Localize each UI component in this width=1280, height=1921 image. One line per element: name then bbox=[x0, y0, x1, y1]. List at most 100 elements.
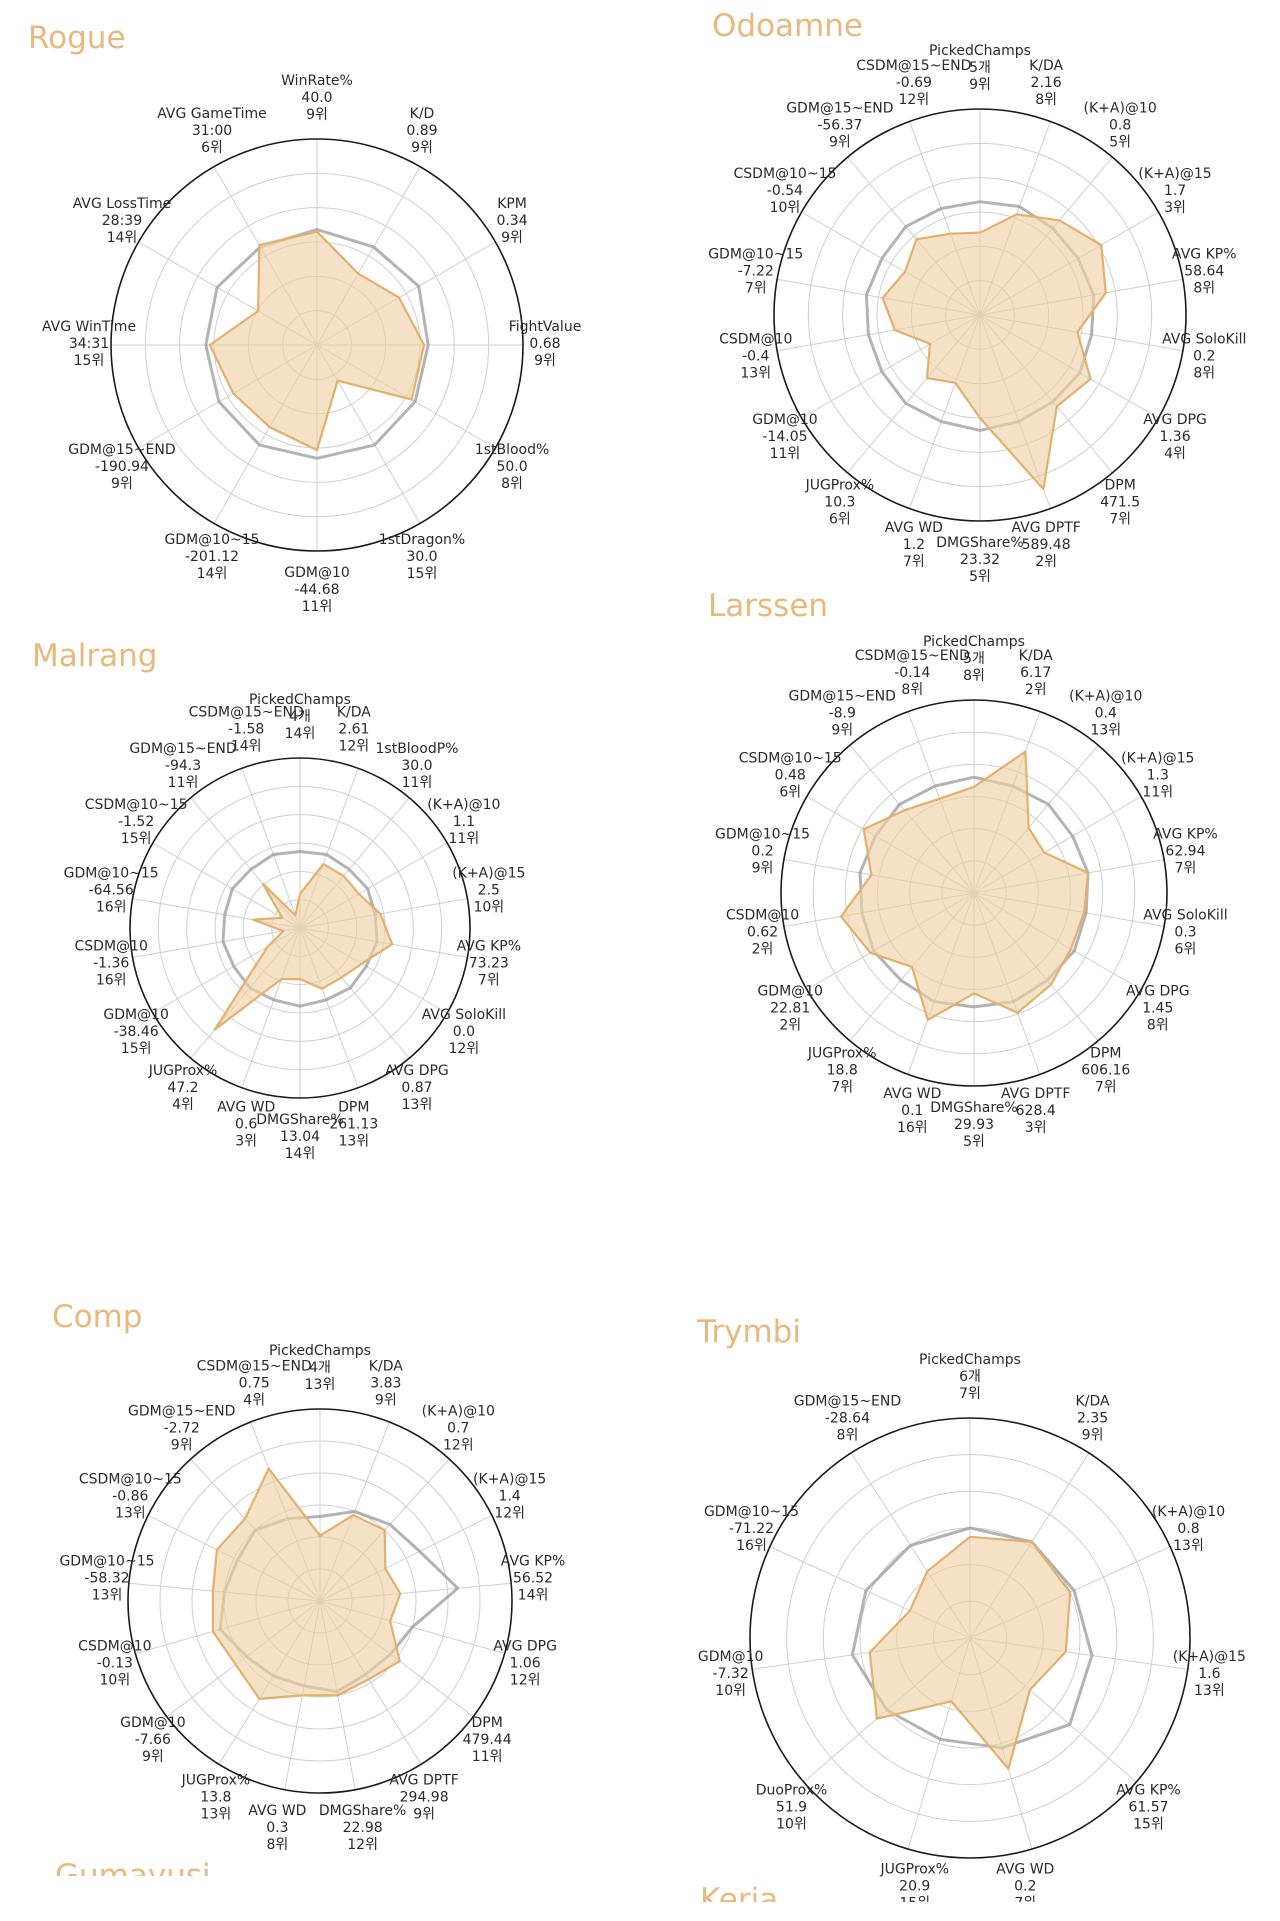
outer-boundary bbox=[773, 108, 1187, 522]
axis-value: 31:00 bbox=[192, 123, 232, 139]
axis-value: 0.62 bbox=[747, 924, 778, 940]
axis-label: AVG WD bbox=[248, 1803, 306, 1819]
axis-label: CSDM@15~END bbox=[855, 648, 970, 664]
player-series bbox=[211, 1467, 402, 1701]
axis-value: 40.0 bbox=[301, 90, 332, 106]
axis-label: AVG DPTF bbox=[1011, 520, 1080, 536]
axis-rank: 12위 bbox=[494, 1506, 525, 1522]
axis-rank: 7위 bbox=[1095, 1079, 1117, 1095]
axis-value: 0.6 bbox=[235, 1116, 257, 1132]
axis-rank: 8위 bbox=[837, 1427, 859, 1443]
axis-label: (K+A)@10 0.8 13위 bbox=[1152, 1504, 1225, 1554]
axis-value: 1.3 bbox=[1147, 768, 1169, 784]
axis-rank: 11위 bbox=[302, 599, 333, 615]
axis-label: DMGShare% bbox=[930, 1100, 1017, 1116]
axis-label: AVG DPG 1.06 12위 bbox=[493, 1638, 557, 1688]
axis-label: GDM@15~END bbox=[786, 101, 893, 117]
axis-rank: 10위 bbox=[473, 900, 504, 916]
grid-spoke bbox=[241, 768, 301, 929]
axis-value: 28:39 bbox=[102, 213, 142, 229]
axis-value: -8.9 bbox=[829, 706, 856, 722]
axis-label: GDM@10~15 -71.22 16위 bbox=[704, 1504, 799, 1554]
axis-rank: 10위 bbox=[776, 1816, 807, 1832]
axis-rank: 8위 bbox=[963, 668, 985, 684]
axis-value: -190.94 bbox=[95, 459, 149, 475]
axis-rank: 11위 bbox=[1142, 785, 1173, 801]
axis-value: 3.83 bbox=[370, 1376, 401, 1392]
axis-label: AVG KP% 56.52 14위 bbox=[501, 1554, 565, 1604]
axis-label: DPM 471.5 7위 bbox=[1100, 477, 1140, 527]
league-average-series bbox=[204, 228, 430, 460]
axis-value: 18.8 bbox=[827, 1062, 858, 1078]
axis-label: AVG DPTF 294.98 9위 bbox=[389, 1772, 458, 1822]
axis-value: 22.81 bbox=[770, 1001, 810, 1017]
axis-label: AVG WD bbox=[217, 1099, 275, 1115]
axis-rank: 16위 bbox=[96, 900, 127, 916]
axis-value: 1.45 bbox=[1142, 1001, 1173, 1017]
axis-label: K/DA 2.16 8위 bbox=[1029, 58, 1063, 108]
axis-rank: 13위 bbox=[115, 1506, 146, 1522]
axis-value: 0.89 bbox=[406, 123, 437, 139]
axis-label: (K+A)@15 1.3 11위 bbox=[1121, 751, 1194, 801]
axis-label: GDM@15~END bbox=[129, 741, 236, 757]
axis-label: AVG DPG 1.45 8위 bbox=[1126, 984, 1190, 1034]
axis-value: 58.64 bbox=[1184, 263, 1224, 279]
axis-value: 0.3 bbox=[266, 1820, 288, 1836]
axis-value: 294.98 bbox=[400, 1789, 449, 1805]
axis-label: GDM@10~15 bbox=[59, 1554, 154, 1570]
axis-label: WinRate% bbox=[281, 73, 353, 89]
axis-value: -0.86 bbox=[112, 1489, 148, 1505]
axis-label: K/DA bbox=[1076, 1393, 1110, 1409]
axis-value: 1.36 bbox=[1159, 429, 1190, 445]
axis-rank: 8위 bbox=[1035, 92, 1057, 108]
axis-rank: 16위 bbox=[736, 1538, 767, 1554]
axis-label: (K+A)@15 bbox=[473, 1472, 546, 1488]
axis-label: DMGShare% bbox=[319, 1803, 406, 1819]
axis-value: 6개 bbox=[959, 1369, 981, 1385]
axis-label: AVG KP% 61.57 15위 bbox=[1116, 1782, 1180, 1832]
axis-label: (K+A)@15 bbox=[1121, 751, 1194, 767]
axis-rank: 7위 bbox=[478, 972, 500, 988]
axis-rank: 11위 bbox=[168, 775, 199, 791]
axis-label: DPM bbox=[1104, 477, 1135, 493]
axis-label: DMGShare% bbox=[256, 1112, 343, 1128]
axis-value: -64.56 bbox=[89, 883, 134, 899]
axis-value: 479.44 bbox=[463, 1732, 512, 1748]
player-series bbox=[881, 213, 1107, 491]
axis-label: GDM@10 bbox=[698, 1649, 764, 1665]
axis-label: JUGProx% 18.8 7위 bbox=[807, 1045, 877, 1095]
axis-label: CSDM@10~15 -0.86 13위 bbox=[79, 1472, 182, 1522]
axis-label: KPM 0.34 9위 bbox=[496, 196, 527, 246]
axis-label: GDM@10~15 bbox=[708, 246, 803, 262]
axis-label: GDM@10~15 -7.22 7위 bbox=[708, 246, 803, 296]
axis-rank: 13위 bbox=[1173, 1538, 1204, 1554]
axis-label: DPM 479.44 11위 bbox=[463, 1715, 512, 1765]
axis-label: CSDM@10 -1.36 16위 bbox=[75, 938, 148, 988]
axis-rank: 13위 bbox=[338, 1133, 369, 1149]
axis-label: PickedChamps bbox=[269, 1343, 371, 1359]
axis-label: CSDM@10~15 bbox=[734, 166, 837, 182]
axis-label: (K+A)@10 bbox=[1069, 689, 1142, 705]
axis-label: AVG WD 1.2 7위 bbox=[885, 520, 943, 570]
axis-label: GDM@10 -38.46 15위 bbox=[103, 1007, 169, 1057]
player-name: Trymbi bbox=[696, 1314, 801, 1350]
axis-label: AVG DPG bbox=[1143, 412, 1207, 428]
axis-value: 1.6 bbox=[1198, 1666, 1220, 1682]
axis-label: (K+A)@15 1.6 13위 bbox=[1173, 1649, 1246, 1699]
axis-label: AVG WD bbox=[996, 1861, 1054, 1877]
axis-rank: 13위 bbox=[1090, 723, 1121, 739]
axis-value: 2.16 bbox=[1031, 75, 1062, 91]
axis-rank: 11위 bbox=[402, 775, 433, 791]
axis-rank: 6위 bbox=[201, 140, 223, 156]
axis-value: 0.1 bbox=[901, 1103, 923, 1119]
axis-value: -56.37 bbox=[817, 118, 862, 134]
axis-label: PickedChamps bbox=[923, 634, 1025, 650]
axis-label: DMGShare% 29.93 5위 bbox=[930, 1100, 1017, 1150]
axis-label: GDM@10 bbox=[284, 565, 350, 581]
axis-rank: 6위 bbox=[1175, 941, 1197, 957]
axis-label: DPM bbox=[338, 1099, 369, 1115]
